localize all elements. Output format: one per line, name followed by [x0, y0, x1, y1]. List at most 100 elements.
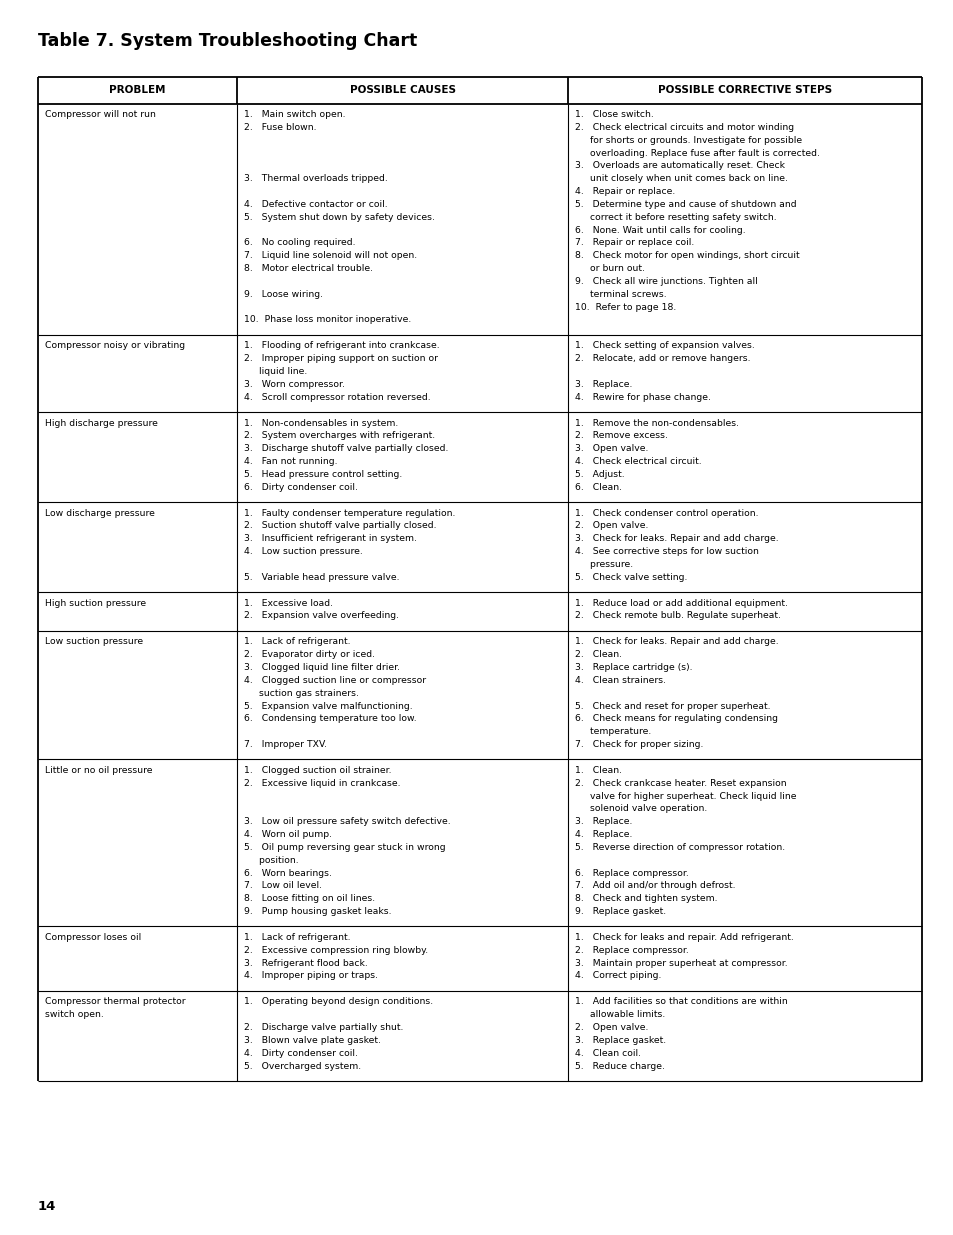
Text: 1.   Check for leaks. Repair and add charge.: 1. Check for leaks. Repair and add charg…	[575, 637, 779, 646]
Text: POSSIBLE CORRECTIVE STEPS: POSSIBLE CORRECTIVE STEPS	[658, 85, 831, 95]
Text: temperature.: temperature.	[575, 727, 651, 736]
Text: 2.   Check electrical circuits and motor winding: 2. Check electrical circuits and motor w…	[575, 122, 794, 132]
Text: 2.   Suction shutoff valve partially closed.: 2. Suction shutoff valve partially close…	[244, 521, 436, 530]
Text: 1.   Remove the non-condensables.: 1. Remove the non-condensables.	[575, 419, 739, 427]
Text: 2.   Open valve.: 2. Open valve.	[575, 1023, 648, 1032]
Text: 4.   Correct piping.: 4. Correct piping.	[575, 972, 661, 981]
Text: 1.   Clogged suction oil strainer.: 1. Clogged suction oil strainer.	[244, 766, 391, 774]
Text: 9.   Check all wire junctions. Tighten all: 9. Check all wire junctions. Tighten all	[575, 277, 758, 287]
Bar	[236, 990, 568, 1081]
Text: Little or no oil pressure: Little or no oil pressure	[45, 766, 152, 774]
Text: 6.   Worn bearings.: 6. Worn bearings.	[244, 868, 332, 878]
Text: 7.   Add oil and/or through defrost.: 7. Add oil and/or through defrost.	[575, 882, 735, 890]
Text: 4.   Check electrical circuit.: 4. Check electrical circuit.	[575, 457, 701, 466]
Text: 1.   Excessive load.: 1. Excessive load.	[244, 599, 333, 608]
Bar	[568, 104, 921, 335]
Text: 4.   Scroll compressor rotation reversed.: 4. Scroll compressor rotation reversed.	[244, 393, 430, 401]
Text: unit closely when unit comes back on line.: unit closely when unit comes back on lin…	[575, 174, 787, 183]
Text: 9.   Pump housing gasket leaks.: 9. Pump housing gasket leaks.	[244, 908, 391, 916]
Text: 5.   Overcharged system.: 5. Overcharged system.	[244, 1062, 360, 1071]
Text: Compressor will not run: Compressor will not run	[45, 110, 155, 119]
Bar	[568, 335, 921, 412]
Text: 4.   Repair or replace.: 4. Repair or replace.	[575, 186, 675, 196]
Bar	[568, 760, 921, 926]
Text: 7.   Check for proper sizing.: 7. Check for proper sizing.	[575, 740, 703, 750]
Text: 1.   Lack of refrigerant.: 1. Lack of refrigerant.	[244, 637, 350, 646]
Text: 1.   Check setting of expansion valves.: 1. Check setting of expansion valves.	[575, 341, 755, 351]
Text: 4.   Clean coil.: 4. Clean coil.	[575, 1049, 640, 1057]
Text: 2.   Open valve.: 2. Open valve.	[575, 521, 648, 530]
Text: 2.   Fuse blown.: 2. Fuse blown.	[244, 122, 316, 132]
Text: Low discharge pressure: Low discharge pressure	[45, 509, 154, 517]
Text: 5.   Check and reset for proper superheat.: 5. Check and reset for proper superheat.	[575, 701, 770, 710]
Text: 2.   Excessive liquid in crankcase.: 2. Excessive liquid in crankcase.	[244, 779, 400, 788]
Text: solenoid valve operation.: solenoid valve operation.	[575, 804, 707, 814]
Bar	[236, 926, 568, 990]
Text: position.: position.	[244, 856, 298, 864]
Text: 1.   Reduce load or add additional equipment.: 1. Reduce load or add additional equipme…	[575, 599, 787, 608]
Text: Compressor noisy or vibrating: Compressor noisy or vibrating	[45, 341, 185, 351]
Text: 7.   Low oil level.: 7. Low oil level.	[244, 882, 321, 890]
Bar	[568, 990, 921, 1081]
Bar	[236, 503, 568, 592]
Bar	[236, 412, 568, 503]
Text: 3.   Open valve.: 3. Open valve.	[575, 445, 648, 453]
Bar	[568, 592, 921, 631]
Text: 6.   Dirty condenser coil.: 6. Dirty condenser coil.	[244, 483, 357, 492]
Bar	[38, 503, 236, 592]
Text: 2.   Expansion valve overfeeding.: 2. Expansion valve overfeeding.	[244, 611, 398, 620]
Text: 1.   Non-condensables in system.: 1. Non-condensables in system.	[244, 419, 397, 427]
Text: 1.   Lack of refrigerant.: 1. Lack of refrigerant.	[244, 932, 350, 942]
Text: liquid line.: liquid line.	[244, 367, 307, 375]
Bar	[236, 760, 568, 926]
Text: 8.   Check and tighten system.: 8. Check and tighten system.	[575, 894, 718, 903]
Text: 3.   Overloads are automatically reset. Check: 3. Overloads are automatically reset. Ch…	[575, 162, 784, 170]
Text: 3.   Refrigerant flood back.: 3. Refrigerant flood back.	[244, 958, 367, 968]
Bar	[38, 592, 236, 631]
Text: PROBLEM: PROBLEM	[109, 85, 166, 95]
Text: POSSIBLE CAUSES: POSSIBLE CAUSES	[350, 85, 456, 95]
Bar	[568, 503, 921, 592]
Text: terminal screws.: terminal screws.	[575, 290, 666, 299]
Text: 5.   Variable head pressure valve.: 5. Variable head pressure valve.	[244, 573, 399, 582]
Bar	[38, 760, 236, 926]
Text: suction gas strainers.: suction gas strainers.	[244, 689, 358, 698]
Text: 3.   Low oil pressure safety switch defective.: 3. Low oil pressure safety switch defect…	[244, 818, 450, 826]
Text: 5.   Head pressure control setting.: 5. Head pressure control setting.	[244, 469, 402, 479]
Text: pressure.: pressure.	[575, 559, 633, 569]
Text: 10.  Refer to page 18.: 10. Refer to page 18.	[575, 303, 676, 311]
Text: switch open.: switch open.	[45, 1010, 104, 1019]
Text: 2.   Improper piping support on suction or: 2. Improper piping support on suction or	[244, 354, 437, 363]
Text: 6.   None. Wait until calls for cooling.: 6. None. Wait until calls for cooling.	[575, 226, 745, 235]
Text: correct it before resetting safety switch.: correct it before resetting safety switc…	[575, 212, 776, 222]
Text: 1.   Faulty condenser temperature regulation.: 1. Faulty condenser temperature regulati…	[244, 509, 455, 517]
Text: 1.   Check condenser control operation.: 1. Check condenser control operation.	[575, 509, 758, 517]
Text: 2.   Check remote bulb. Regulate superheat.: 2. Check remote bulb. Regulate superheat…	[575, 611, 781, 620]
Text: 2.   Discharge valve partially shut.: 2. Discharge valve partially shut.	[244, 1023, 403, 1032]
Text: 5.   Adjust.: 5. Adjust.	[575, 469, 624, 479]
Text: 4.   Clean strainers.: 4. Clean strainers.	[575, 676, 666, 685]
Bar	[568, 926, 921, 990]
Bar	[236, 335, 568, 412]
Text: 2.   Remove excess.: 2. Remove excess.	[575, 431, 667, 441]
Text: 8.   Check motor for open windings, short circuit: 8. Check motor for open windings, short …	[575, 251, 800, 261]
Text: 1.   Clean.: 1. Clean.	[575, 766, 621, 774]
Text: 4.   Rewire for phase change.: 4. Rewire for phase change.	[575, 393, 711, 401]
Text: 2.   Excessive compression ring blowby.: 2. Excessive compression ring blowby.	[244, 946, 428, 955]
Text: 4.   Fan not running.: 4. Fan not running.	[244, 457, 337, 466]
Text: 3.   Insufficient refrigerant in system.: 3. Insufficient refrigerant in system.	[244, 535, 416, 543]
Text: 3.   Blown valve plate gasket.: 3. Blown valve plate gasket.	[244, 1036, 380, 1045]
Text: 4.   Dirty condenser coil.: 4. Dirty condenser coil.	[244, 1049, 357, 1057]
Bar	[38, 926, 236, 990]
Text: 2.   Evaporator dirty or iced.: 2. Evaporator dirty or iced.	[244, 650, 375, 659]
Text: 1.   Main switch open.: 1. Main switch open.	[244, 110, 345, 119]
Text: Low suction pressure: Low suction pressure	[45, 637, 143, 646]
Text: 5.   Determine type and cause of shutdown and: 5. Determine type and cause of shutdown …	[575, 200, 796, 209]
Text: 5.   Reverse direction of compressor rotation.: 5. Reverse direction of compressor rotat…	[575, 844, 784, 852]
Text: for shorts or grounds. Investigate for possible: for shorts or grounds. Investigate for p…	[575, 136, 801, 144]
Bar	[38, 77, 921, 104]
Bar	[568, 631, 921, 760]
Text: 5.   Check valve setting.: 5. Check valve setting.	[575, 573, 687, 582]
Bar	[236, 104, 568, 335]
Text: 5.   Expansion valve malfunctioning.: 5. Expansion valve malfunctioning.	[244, 701, 412, 710]
